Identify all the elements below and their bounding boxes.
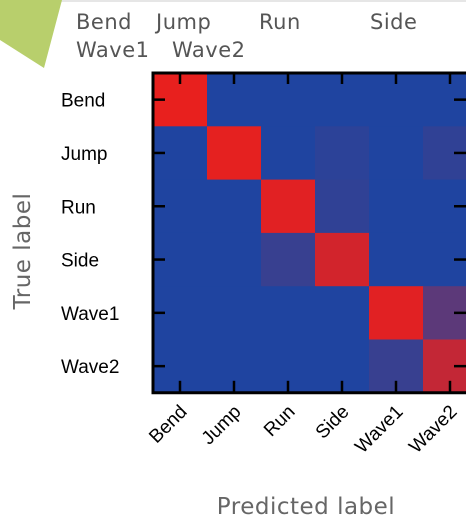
heatmap-cell-side-jump	[207, 232, 262, 287]
y-tick-label-jump: Jump	[61, 144, 107, 165]
x-tick-label-side: Side	[312, 401, 354, 443]
heatmap-cell-side-run	[261, 232, 316, 287]
y-tick-label-bend: Bend	[61, 91, 105, 112]
chart-legend: Bend Jump Run Side Wave1 Wave2	[76, 10, 417, 185]
heatmap-cell-jump-jump	[207, 126, 262, 181]
heatmap-cell-run-jump	[207, 179, 262, 234]
heatmap-cell-wave1-side	[315, 286, 370, 340]
x-tick-label-wave2: Wave2	[405, 401, 461, 457]
legend-item-bend: Bend	[76, 10, 132, 34]
plot-frame	[151, 71, 466, 395]
heatmap-cell-run-side	[315, 179, 370, 234]
y-tick-label-side: Side	[61, 251, 99, 272]
y-tick-label-wave2: Wave2	[61, 357, 119, 378]
heatmap-cell-wave1-wave1	[369, 286, 424, 340]
legend-item-wave1: Wave1	[76, 38, 150, 62]
heatmap-cell-wave1-jump	[207, 286, 262, 340]
heatmap-cell-side-wave1	[369, 232, 424, 287]
y-tick-label-wave1: Wave1	[61, 304, 119, 325]
heatmap-cell-run-run	[261, 179, 316, 234]
x-tick-label-run: Run	[260, 401, 299, 440]
heatmap-cell-jump-wave1	[369, 126, 424, 181]
x-tick-label-jump: Jump	[198, 401, 246, 449]
y-tick-label-run: Run	[61, 197, 96, 218]
legend-item-side: Side	[370, 10, 418, 34]
heatmap-cell-wave1-run	[261, 286, 316, 340]
legend-item-run: Run	[259, 10, 301, 34]
x-tick-label-bend: Bend	[145, 401, 191, 447]
top-divider	[0, 0, 466, 2]
x-tick-label-wave1: Wave1	[351, 401, 407, 457]
legend-item-wave2: Wave2	[172, 38, 246, 62]
corner-arrow-shape	[0, 0, 62, 68]
legend-item-jump: Jump	[156, 10, 212, 34]
heatmap-cell-side-side	[315, 232, 370, 287]
heatmap-cell-jump-run	[261, 126, 316, 181]
x-axis-title: Predicted label	[216, 494, 396, 520]
heatmap-cell-jump-side	[315, 126, 370, 181]
heatmap-cell-run-wave1	[369, 179, 424, 234]
